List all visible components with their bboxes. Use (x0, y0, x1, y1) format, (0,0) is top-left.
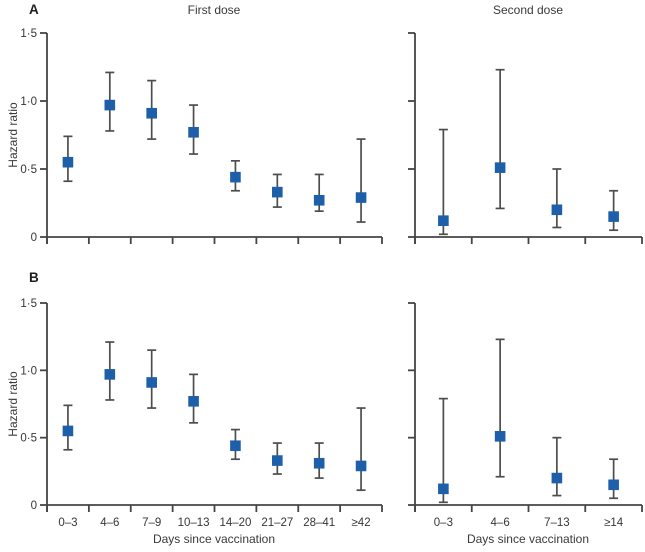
panel-b-label: B (29, 270, 39, 285)
svg-text:1·5: 1·5 (20, 28, 37, 40)
svg-text:≥14: ≥14 (604, 517, 624, 529)
svg-text:7–9: 7–9 (142, 517, 161, 529)
svg-text:0–3: 0–3 (434, 517, 453, 529)
svg-text:≥42: ≥42 (352, 517, 371, 529)
svg-text:0·5: 0·5 (20, 164, 37, 176)
svg-text:0–3: 0–3 (58, 517, 77, 529)
svg-text:10–13: 10–13 (178, 517, 210, 529)
svg-text:1·0: 1·0 (20, 365, 37, 377)
svg-text:7–13: 7–13 (544, 517, 570, 529)
svg-text:1·0: 1·0 (20, 96, 37, 108)
svg-text:0: 0 (31, 232, 37, 244)
svg-text:1·5: 1·5 (20, 298, 37, 310)
svg-text:0·5: 0·5 (20, 433, 37, 445)
svg-text:4–6: 4–6 (491, 517, 510, 529)
panel-a-label: A (29, 2, 39, 17)
first-dose-title: First dose (187, 3, 241, 17)
svg-text:21–27: 21–27 (261, 517, 293, 529)
svg-text:14–20: 14–20 (219, 517, 251, 529)
second-dose-title: Second dose (492, 3, 564, 17)
x-axis-label-second-dose: Days since vaccination (466, 532, 590, 546)
x-axis-label-first-dose: Days since vaccination (152, 532, 276, 546)
svg-text:0: 0 (31, 500, 37, 512)
svg-text:4–6: 4–6 (100, 517, 119, 529)
svg-text:28–41: 28–41 (303, 517, 335, 529)
